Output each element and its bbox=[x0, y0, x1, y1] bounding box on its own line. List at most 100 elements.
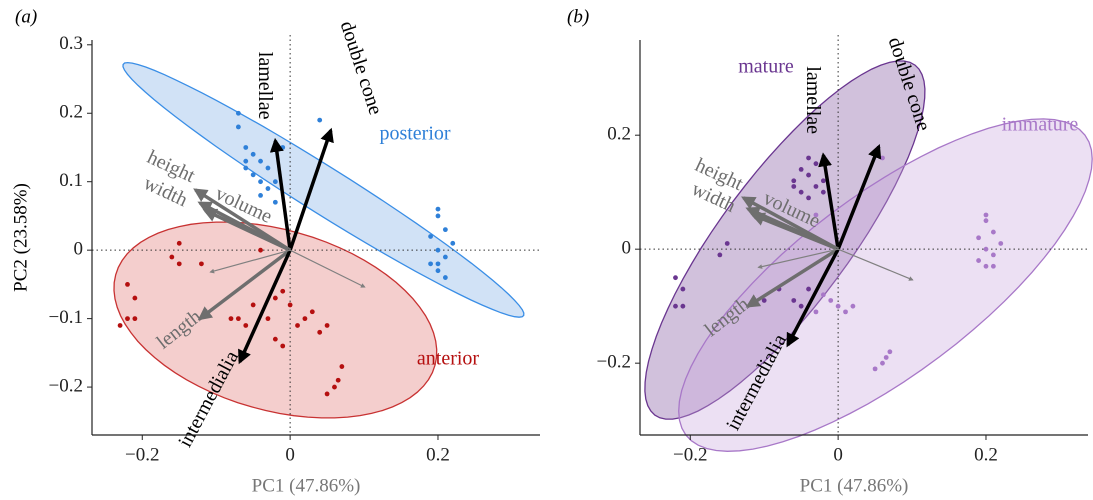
point bbox=[324, 323, 330, 328]
ellipse bbox=[122, 61, 525, 318]
point bbox=[761, 298, 767, 303]
x-tick-label: −0.2 bbox=[125, 444, 159, 465]
point bbox=[680, 303, 686, 309]
point bbox=[880, 155, 885, 161]
loading-arrow bbox=[209, 249, 291, 274]
loading-arrow bbox=[238, 249, 292, 365]
x-axis-label: PC1 (47.86%) bbox=[252, 475, 361, 496]
loading-label: lamellae bbox=[254, 52, 276, 120]
point bbox=[813, 161, 819, 167]
point bbox=[265, 186, 271, 191]
point bbox=[798, 189, 804, 195]
point bbox=[258, 247, 263, 253]
point bbox=[280, 288, 286, 294]
point bbox=[302, 316, 308, 322]
loading-arrow bbox=[289, 249, 366, 288]
point bbox=[820, 178, 826, 184]
ellipse bbox=[644, 60, 926, 420]
point bbox=[976, 235, 981, 241]
point bbox=[820, 189, 826, 195]
y-tick-label: 0 bbox=[74, 239, 84, 260]
point bbox=[176, 240, 182, 246]
point bbox=[813, 212, 819, 218]
point bbox=[235, 124, 241, 130]
point bbox=[883, 355, 889, 360]
x-tick-label: 0.2 bbox=[974, 444, 998, 465]
point bbox=[235, 110, 241, 116]
point bbox=[442, 227, 448, 233]
point bbox=[317, 117, 323, 123]
point bbox=[435, 213, 441, 219]
point bbox=[983, 212, 989, 218]
point bbox=[272, 336, 278, 342]
y-tick-label: 0.2 bbox=[59, 102, 83, 123]
loading-arrow bbox=[757, 248, 839, 269]
point bbox=[843, 309, 848, 315]
loading-arrow bbox=[786, 248, 840, 348]
y-tick-label: −0.2 bbox=[49, 375, 83, 396]
point bbox=[976, 258, 981, 263]
point bbox=[983, 218, 989, 224]
x-tick-label: 0 bbox=[285, 444, 295, 465]
point bbox=[265, 316, 271, 322]
point bbox=[125, 316, 130, 322]
loading-arrow bbox=[837, 248, 914, 281]
point bbox=[324, 391, 330, 397]
point bbox=[265, 165, 271, 171]
point bbox=[272, 179, 278, 185]
point bbox=[250, 302, 256, 308]
point bbox=[228, 316, 234, 322]
y-tick-label: 0.1 bbox=[59, 170, 83, 191]
point bbox=[435, 206, 441, 212]
point bbox=[828, 298, 834, 303]
point bbox=[243, 165, 249, 171]
point bbox=[435, 247, 441, 253]
point bbox=[813, 184, 819, 189]
point bbox=[872, 366, 878, 372]
point bbox=[887, 349, 893, 355]
point bbox=[272, 199, 278, 205]
y-tick-label: −0.1 bbox=[49, 307, 83, 328]
point bbox=[791, 298, 797, 303]
point bbox=[199, 261, 204, 267]
loading-label: lamellae bbox=[802, 66, 824, 134]
loading-arrow bbox=[836, 143, 882, 250]
point bbox=[724, 241, 730, 246]
group-label: mature bbox=[738, 56, 794, 78]
y-tick-label: 0 bbox=[622, 238, 632, 259]
loading-arrow bbox=[269, 137, 292, 251]
group-label: immature bbox=[1002, 114, 1079, 136]
ellipse bbox=[113, 221, 438, 419]
point bbox=[983, 246, 989, 252]
point bbox=[243, 158, 249, 164]
point bbox=[428, 234, 433, 239]
point bbox=[990, 229, 996, 235]
point bbox=[287, 302, 293, 308]
point bbox=[243, 145, 249, 150]
point bbox=[806, 195, 811, 201]
loading-label: double cone bbox=[336, 18, 387, 117]
point bbox=[442, 254, 448, 260]
point bbox=[117, 323, 123, 328]
point bbox=[990, 263, 996, 269]
point bbox=[806, 155, 811, 161]
loading-arrow bbox=[288, 127, 334, 251]
point bbox=[442, 275, 448, 280]
point bbox=[132, 316, 138, 322]
point bbox=[673, 275, 678, 281]
point bbox=[450, 240, 456, 246]
point bbox=[169, 254, 175, 260]
point bbox=[998, 241, 1004, 246]
group-label: posterior bbox=[379, 123, 450, 145]
point bbox=[280, 343, 286, 349]
point bbox=[339, 364, 345, 369]
point bbox=[132, 295, 138, 301]
point bbox=[258, 192, 263, 198]
point bbox=[850, 303, 856, 309]
point bbox=[798, 166, 804, 172]
point bbox=[983, 263, 989, 269]
point bbox=[243, 323, 249, 328]
point bbox=[673, 303, 678, 309]
